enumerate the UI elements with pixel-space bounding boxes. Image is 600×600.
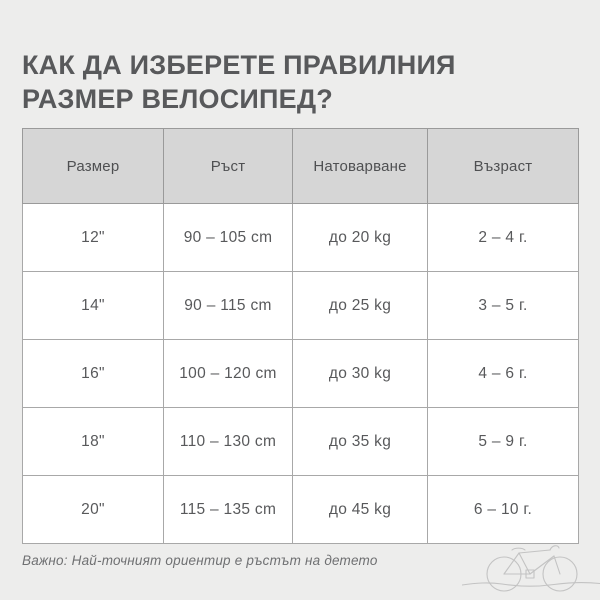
cell-age: 5 – 9 г. <box>427 407 579 476</box>
bicycle-icon <box>462 539 600 600</box>
cell-load: до 45 kg <box>292 475 428 544</box>
cell-size: 12" <box>22 203 164 272</box>
cell-height: 90 – 115 cm <box>163 271 293 340</box>
column-header-age: Възраст <box>427 128 579 204</box>
cell-age: 3 – 5 г. <box>427 271 579 340</box>
bike-size-table-container: Размер Ръст Натоварване Възраст 12" 90 –… <box>22 128 579 544</box>
page-title: Как да изберете правилния размер велосип… <box>22 50 456 115</box>
table-row: 20" 115 – 135 cm до 45 kg 6 – 10 г. <box>22 475 579 544</box>
table-row: 12" 90 – 105 cm до 20 kg 2 – 4 г. <box>22 203 579 272</box>
cell-load: до 20 kg <box>292 203 428 272</box>
column-header-load: Натоварване <box>292 128 428 204</box>
table-row: 16" 100 – 120 cm до 30 kg 4 – 6 г. <box>22 339 579 408</box>
column-header-size: Размер <box>22 128 164 204</box>
cell-age: 4 – 6 г. <box>427 339 579 408</box>
cell-size: 18" <box>22 407 164 476</box>
cell-age: 6 – 10 г. <box>427 475 579 544</box>
cell-height: 90 – 105 cm <box>163 203 293 272</box>
table-body: 12" 90 – 105 cm до 20 kg 2 – 4 г. 14" 90… <box>22 203 579 544</box>
table-row: 18" 110 – 130 cm до 35 kg 5 – 9 г. <box>22 407 579 476</box>
cell-height: 110 – 130 cm <box>163 407 293 476</box>
cell-age: 2 – 4 г. <box>427 203 579 272</box>
table-header-row: Размер Ръст Натоварване Възраст <box>22 128 579 204</box>
cell-height: 115 – 135 cm <box>163 475 293 544</box>
cell-load: до 25 kg <box>292 271 428 340</box>
cell-load: до 35 kg <box>292 407 428 476</box>
cell-height: 100 – 120 cm <box>163 339 293 408</box>
column-header-height: Ръст <box>163 128 293 204</box>
cell-size: 20" <box>22 475 164 544</box>
bike-size-table: Размер Ръст Натоварване Възраст 12" 90 –… <box>22 128 579 544</box>
cell-size: 16" <box>22 339 164 408</box>
table-row: 14" 90 – 115 cm до 25 kg 3 – 5 г. <box>22 271 579 340</box>
cell-load: до 30 kg <box>292 339 428 408</box>
table-header: Размер Ръст Натоварване Възраст <box>22 128 579 204</box>
cell-size: 14" <box>22 271 164 340</box>
footnote-text: Важно: Най-точният ориентир е ръстът на … <box>22 553 378 568</box>
